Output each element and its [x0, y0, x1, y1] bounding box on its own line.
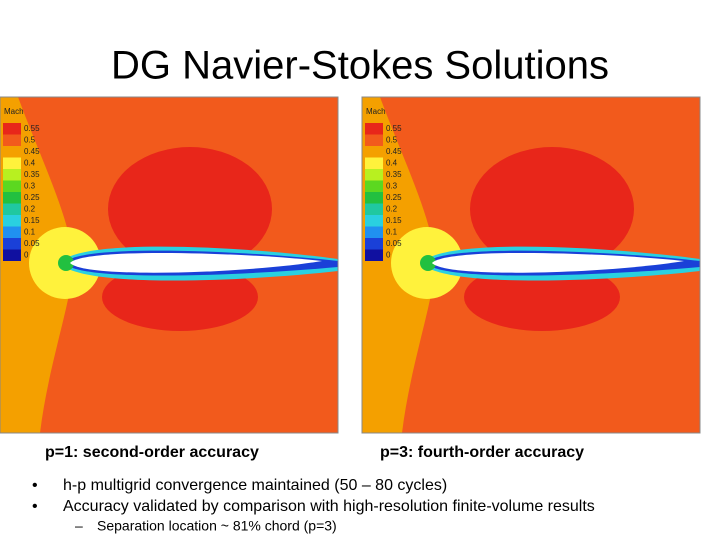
- legend-title: Mach: [4, 107, 24, 116]
- legend-title: Mach: [366, 107, 386, 116]
- legend-label: 0.45: [24, 147, 40, 156]
- legend-label: 0.55: [386, 124, 402, 133]
- legend-swatch: [365, 169, 383, 181]
- legend-swatch: [365, 215, 383, 227]
- legend-label: 0.05: [386, 239, 402, 248]
- image-border: [361, 96, 701, 434]
- legend-swatch: [3, 249, 21, 261]
- legend-swatch: [365, 180, 383, 192]
- legend-label: 0.2: [386, 205, 398, 214]
- sub-bullet-text: Separation location ~ 81% chord (p=3): [97, 518, 337, 534]
- legend-swatch: [3, 134, 21, 146]
- legend-label: 0.1: [386, 228, 398, 237]
- legend-swatch: [3, 169, 21, 181]
- legend-swatch: [3, 192, 21, 204]
- legend-label: 0: [386, 251, 391, 260]
- legend-swatch: [365, 203, 383, 215]
- legend-swatch: [365, 134, 383, 146]
- legend-swatch: [3, 238, 21, 250]
- legend-swatch: [365, 249, 383, 261]
- legend-swatch: [365, 226, 383, 238]
- legend-label: 0.15: [24, 216, 40, 225]
- bullet-marker: •: [32, 477, 38, 494]
- legend-label: 0.25: [24, 193, 40, 202]
- legend-swatch: [3, 123, 21, 135]
- legend-swatch: [3, 146, 21, 158]
- legend-label: 0.3: [386, 182, 398, 191]
- legend-swatch: [3, 203, 21, 215]
- legend-label: 0.25: [386, 193, 402, 202]
- legend-swatch: [3, 180, 21, 192]
- image-border: [0, 96, 339, 434]
- legend-swatch: [3, 157, 21, 169]
- bullet-text: Accuracy validated by comparison with hi…: [63, 498, 595, 515]
- legend-swatch: [365, 123, 383, 135]
- legend-swatch: [3, 226, 21, 238]
- legend-label: 0.55: [24, 124, 40, 133]
- legend-label: 0.4: [386, 159, 398, 168]
- legend-swatch: [365, 238, 383, 250]
- sub-bullet-marker: –: [75, 518, 83, 534]
- legend-label: 0.45: [386, 147, 402, 156]
- slide-title: DG Navier-Stokes Solutions: [111, 44, 609, 88]
- legend-label: 0.5: [386, 136, 398, 145]
- mach-contour-image: [0, 97, 338, 433]
- legend-label: 0: [24, 251, 29, 260]
- legend-label: 0.1: [24, 228, 36, 237]
- legend-swatch: [365, 146, 383, 158]
- legend-swatch: [365, 192, 383, 204]
- bullet-text: h-p multigrid convergence maintained (50…: [63, 477, 447, 494]
- figure-caption: p=3: fourth-order accuracy: [380, 444, 584, 461]
- legend-label: 0.3: [24, 182, 36, 191]
- legend-label: 0.2: [24, 205, 36, 214]
- legend-swatch: [365, 157, 383, 169]
- legend-label: 0.15: [386, 216, 402, 225]
- figure-caption: p=1: second-order accuracy: [45, 444, 259, 461]
- legend-label: 0.35: [386, 170, 402, 179]
- legend-label: 0.35: [24, 170, 40, 179]
- legend-label: 0.4: [24, 159, 36, 168]
- legend-label: 0.05: [24, 239, 40, 248]
- legend-label: 0.5: [24, 136, 36, 145]
- mach-contour-image: [362, 97, 700, 433]
- bullet-marker: •: [32, 498, 38, 515]
- legend-swatch: [3, 215, 21, 227]
